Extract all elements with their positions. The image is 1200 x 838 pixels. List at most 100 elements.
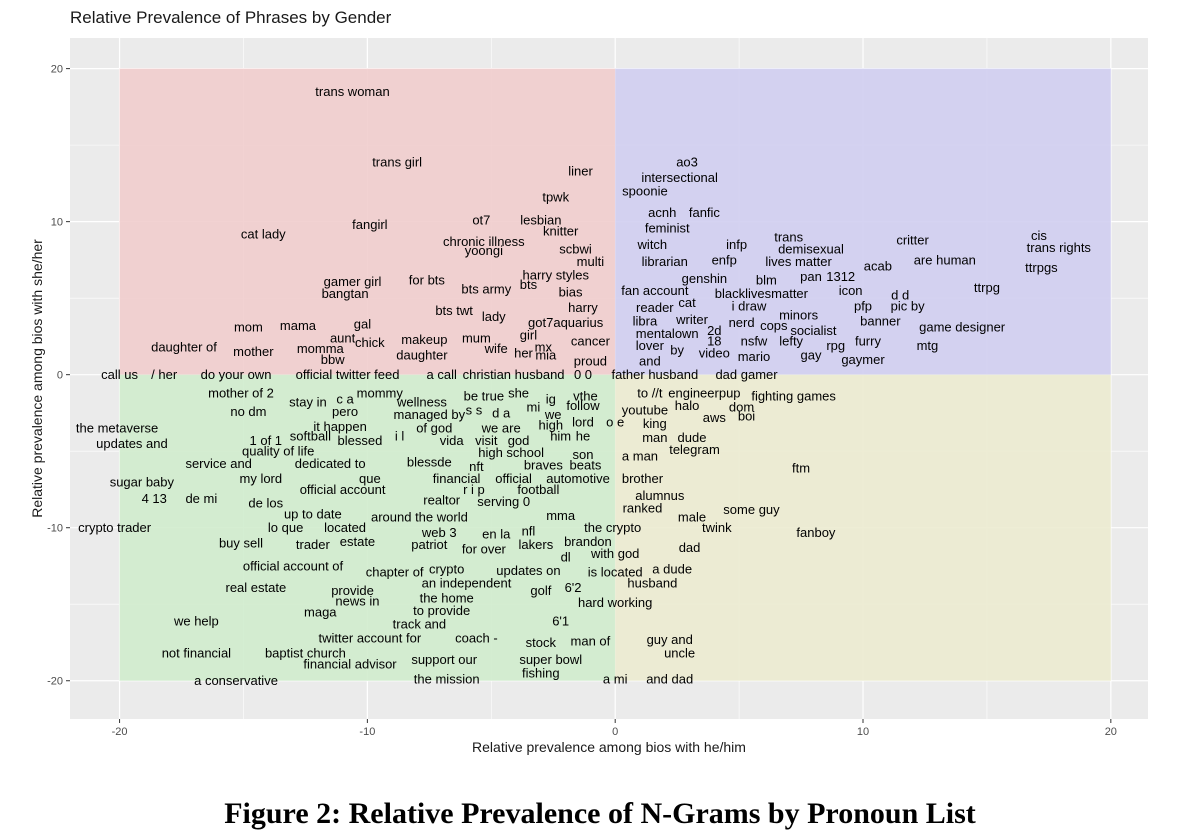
ngram-label: reader [636, 300, 674, 315]
ngram-label: lefty [779, 334, 803, 349]
ngram-label: we are [481, 421, 521, 436]
y-tick: 10 [51, 217, 70, 229]
ngram-label: 18 [707, 334, 721, 349]
ngram-label: socialist [790, 323, 837, 338]
ngram-label: gamer girl [324, 274, 382, 289]
ngram-label: man [642, 430, 667, 445]
ngram-label: i draw [732, 298, 767, 313]
ngram-label: demisexual [778, 242, 844, 257]
ngram-label: blm [756, 272, 777, 287]
ngram-label: is located [588, 565, 643, 580]
ngram-label: lover [636, 338, 665, 353]
ngram-label: o e [606, 415, 624, 430]
ngram-label: dad [679, 540, 701, 555]
ngram-label: sugar baby [110, 474, 175, 489]
ngram-label: feminist [645, 220, 690, 235]
ngram-label: spoonie [622, 184, 668, 199]
ngram-label: male [678, 509, 706, 524]
ngram-label: fanfic [689, 205, 721, 220]
ngram-label: chapter of [366, 565, 424, 580]
ngram-label: 2d [707, 323, 721, 338]
ngram-label: ao3 [676, 154, 698, 169]
x-tick: 20 [1105, 719, 1117, 738]
ngram-label: mother of 2 [208, 386, 274, 401]
ngram-label: financial advisor [303, 656, 397, 671]
ngram-label: the metaverse [76, 421, 158, 436]
y-tick-label: -20 [47, 676, 63, 688]
ngram-label: the crypto [584, 520, 641, 535]
ngram-label: mma [546, 508, 576, 523]
ngram-label: stay in [289, 395, 327, 410]
ngram-label: fighting games [751, 389, 836, 404]
ngram-label: libra [633, 314, 658, 329]
ngram-label: fan account [621, 283, 689, 298]
y-tick: -10 [47, 523, 70, 535]
ngram-label: golf [530, 583, 551, 598]
ngram-label: tpwk [542, 190, 569, 205]
ngram-label: follow [566, 398, 600, 413]
ngram-labels: trans woman trans girl liner ao3intersectio… [76, 84, 1092, 688]
ngram-label: service and [185, 456, 251, 471]
x-tick: 0 [612, 719, 618, 738]
ngram-label: dude [678, 430, 707, 445]
ngram-label: coach - [455, 630, 498, 645]
quadrant-regions [119, 68, 1111, 681]
ngram-label: to provide [413, 603, 470, 618]
ngram-label: de mi [185, 491, 217, 506]
ngram-label: call us [101, 367, 138, 382]
ngram-label: d d [891, 288, 909, 303]
ngram-label: yoongi [465, 243, 503, 258]
ngram-label: scbwi [559, 242, 592, 257]
ngram-label: que [359, 471, 381, 486]
ngram-label: crypto [429, 562, 464, 577]
ngram-label: a call [427, 367, 457, 382]
ngram-label: stock [526, 635, 557, 650]
ngram-label: around the world [371, 509, 468, 524]
ngram-label: realtor [423, 493, 461, 508]
ngram-label: aunt [330, 330, 356, 345]
ngram-label: and [639, 353, 661, 368]
ngram-label: mommy [357, 386, 404, 401]
ngram-label: cis [1031, 228, 1047, 243]
ngram-label: harry [568, 300, 598, 315]
y-tick: 20 [51, 64, 70, 76]
ngram-label: halo [675, 398, 700, 413]
ngram-label: nsfw [741, 334, 768, 349]
quadrant-both [615, 68, 1111, 375]
ngram-label: minors [779, 307, 819, 322]
ngram-label: game designer [919, 320, 1006, 335]
ngram-label: mother [233, 344, 274, 359]
ngram-label: quality of life [242, 444, 314, 459]
ngram-label: nerd [729, 315, 755, 330]
quadrant-she-her [119, 68, 616, 375]
ngram-label: serving 0 [477, 494, 530, 509]
x-tick-label: 0 [612, 726, 618, 738]
ngram-label: twink [702, 520, 732, 535]
ngram-label: automotive [546, 471, 610, 486]
ngram-label: christian husband [463, 367, 565, 382]
x-axis-title: Relative prevalence among bios with he/h… [472, 739, 746, 755]
ngram-label: mx [535, 340, 553, 355]
ngram-label: bias [559, 285, 583, 300]
ngram-label: web 3 [421, 525, 457, 540]
ngram-label: uncle [664, 646, 695, 661]
ngram-label: proud [574, 353, 607, 368]
ngram-label: lakers [519, 537, 554, 552]
ngram-label: pic by [891, 298, 925, 313]
ngram-label: pero [332, 404, 358, 419]
ngram-label: makeup [401, 332, 447, 347]
ngram-label: him [550, 428, 571, 443]
x-tick: 10 [857, 719, 869, 738]
ngram-label: track and [393, 617, 446, 632]
ngram-label: father husband [611, 367, 698, 382]
ngram-label: trans girl [372, 154, 422, 169]
ngram-label: football [517, 482, 559, 497]
ngram-label: cat lady [241, 226, 286, 241]
ngram-label: a dude [652, 562, 692, 577]
ngram-label: vthe [573, 389, 598, 404]
ngram-label: s s [466, 402, 483, 417]
ngram-label: trans woman [315, 84, 389, 99]
ngram-label: god [508, 433, 530, 448]
ngram-label: i l [395, 428, 405, 443]
